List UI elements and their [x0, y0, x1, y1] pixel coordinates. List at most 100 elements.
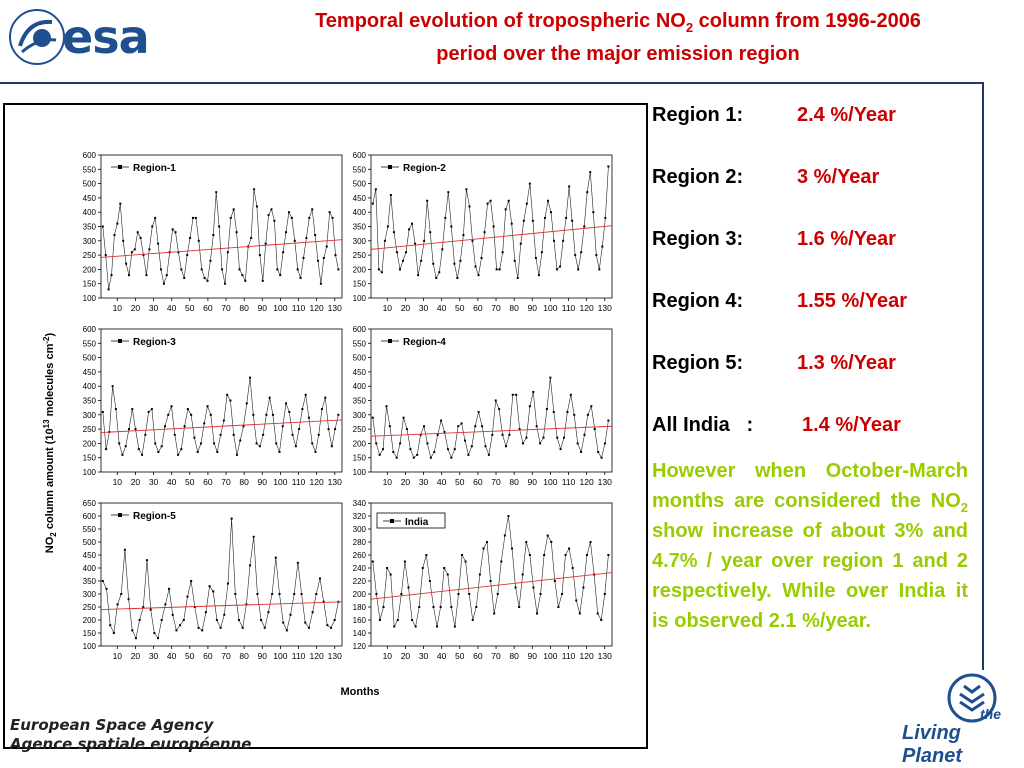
- data-point: [421, 567, 424, 569]
- data-point: [122, 239, 125, 242]
- data-point: [258, 254, 261, 257]
- data-point: [586, 413, 589, 416]
- data-point: [573, 413, 576, 416]
- data-point: [321, 408, 324, 411]
- data-point: [607, 165, 610, 168]
- data-point: [575, 599, 578, 602]
- y-tick-label: 150: [353, 454, 367, 463]
- data-point: [168, 587, 171, 590]
- x-tick-label: 30: [419, 651, 429, 661]
- stat-label: Region 4:: [652, 290, 744, 312]
- data-point: [112, 632, 115, 634]
- data-point: [260, 619, 263, 621]
- data-point: [477, 410, 480, 413]
- x-tick-label: 40: [437, 477, 447, 487]
- y-tick-label: 200: [353, 265, 367, 274]
- legend-label: Region-1: [133, 163, 176, 174]
- data-point: [600, 456, 603, 459]
- data-point: [470, 445, 473, 448]
- data-point: [500, 560, 503, 563]
- data-point: [311, 611, 314, 614]
- chart-panel: 100 150 200 250 300 350 400 450 500 550 600 10 20 30 4…: [83, 325, 343, 487]
- data-point: [175, 629, 178, 632]
- y-tick-label: 300: [83, 237, 97, 246]
- y-tick-label: 400: [353, 208, 367, 217]
- data-point: [577, 268, 580, 271]
- data-point: [420, 259, 423, 262]
- data-point: [486, 541, 489, 543]
- data-point: [232, 433, 235, 436]
- y-tick-label: 450: [353, 194, 367, 203]
- data-point: [136, 231, 139, 234]
- data-point: [432, 262, 435, 265]
- data-point: [127, 598, 130, 601]
- data-point: [125, 262, 128, 265]
- note-part1: However when October-March months are co…: [652, 460, 968, 512]
- series-line: [102, 377, 339, 456]
- data-point: [209, 413, 212, 416]
- data-point: [282, 621, 285, 624]
- data-point: [263, 626, 266, 629]
- living-planet-the: the: [980, 706, 1001, 722]
- note-part2: show increase of about 3% and 4.7% / yea…: [652, 520, 968, 632]
- x-tick-label: 10: [113, 303, 123, 313]
- y-tick-label: 200: [353, 590, 367, 599]
- data-point: [170, 405, 173, 408]
- data-point: [133, 248, 136, 251]
- data-point: [285, 629, 288, 632]
- data-point: [300, 593, 303, 595]
- data-point: [403, 560, 406, 563]
- data-point: [249, 564, 252, 567]
- data-point: [571, 567, 574, 569]
- data-point: [189, 236, 192, 239]
- data-point: [481, 425, 484, 428]
- x-tick-label: 100: [543, 477, 557, 487]
- data-point: [511, 547, 514, 550]
- data-point: [157, 242, 160, 245]
- y-tick-label: 220: [353, 577, 367, 586]
- x-tick-label: 100: [273, 651, 287, 661]
- data-point: [484, 445, 487, 448]
- data-point: [279, 274, 282, 277]
- data-point: [311, 442, 314, 445]
- data-point: [371, 202, 374, 205]
- data-point: [463, 439, 466, 442]
- x-tick-label: 40: [167, 477, 177, 487]
- x-tick-label: 10: [383, 477, 393, 487]
- data-point: [543, 216, 546, 219]
- data-point: [525, 436, 528, 439]
- data-point: [186, 408, 189, 411]
- stat-value: 1.3 %/Year: [797, 352, 896, 374]
- data-point: [193, 436, 196, 439]
- x-tick-label: 50: [185, 303, 195, 313]
- y-tick-label: 240: [353, 564, 367, 573]
- data-point: [436, 625, 439, 628]
- data-point: [392, 231, 395, 234]
- y-tick-label: 100: [353, 468, 367, 477]
- stat-row: Region 2: 3 %/Year: [652, 166, 879, 189]
- y-tick-label: 500: [83, 180, 97, 189]
- data-point: [287, 211, 290, 214]
- figure-frame: [3, 103, 648, 749]
- data-point: [134, 428, 137, 431]
- data-point: [603, 593, 606, 595]
- x-tick-label: 20: [131, 303, 141, 313]
- data-point: [574, 254, 577, 257]
- data-point: [162, 282, 165, 285]
- y-tick-label: 400: [83, 564, 97, 573]
- data-point: [154, 216, 157, 219]
- x-tick-label: 120: [310, 303, 324, 313]
- plot-area: [370, 328, 613, 473]
- data-point: [525, 202, 528, 205]
- data-point: [441, 248, 444, 251]
- data-point: [317, 433, 320, 436]
- data-point: [241, 274, 244, 277]
- x-tick-label: 120: [580, 303, 594, 313]
- data-point: [278, 593, 281, 595]
- data-point: [507, 515, 510, 517]
- y-tick-label: 650: [83, 499, 97, 508]
- data-point: [153, 632, 156, 634]
- data-point: [285, 231, 288, 234]
- data-point: [559, 448, 562, 451]
- trend-line: [370, 225, 613, 250]
